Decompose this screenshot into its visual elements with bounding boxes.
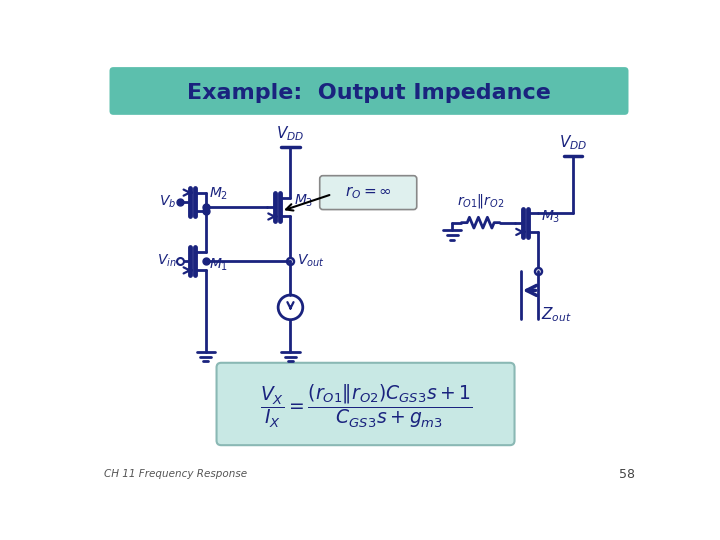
Text: $M_2$: $M_2$ [209,186,228,202]
Text: CH 11 Frequency Response: CH 11 Frequency Response [104,469,247,480]
Text: $\dfrac{V_X}{I_X} = \dfrac{(r_{O1} \| r_{O2})C_{GS3}s + 1}{C_{GS3}s + g_{m3}}$: $\dfrac{V_X}{I_X} = \dfrac{(r_{O1} \| r_… [259,382,472,430]
Text: Example:  Output Impedance: Example: Output Impedance [187,83,551,103]
FancyBboxPatch shape [320,176,417,210]
Text: $V_{in}$: $V_{in}$ [157,253,176,269]
Text: $M_3$: $M_3$ [541,208,561,225]
Text: $M_3$: $M_3$ [294,193,314,210]
Text: $r_O = \infty$: $r_O = \infty$ [345,184,392,201]
Text: 58: 58 [618,468,634,481]
Text: $V_b$: $V_b$ [159,194,176,210]
FancyBboxPatch shape [217,363,515,445]
Text: $V_{DD}$: $V_{DD}$ [276,125,305,143]
Text: $V_{out}$: $V_{out}$ [297,253,324,269]
Text: $V_{DD}$: $V_{DD}$ [559,133,588,152]
FancyBboxPatch shape [109,67,629,115]
Text: $r_{O1} \| r_{O2}$: $r_{O1} \| r_{O2}$ [457,192,505,211]
Text: $Z_{out}$: $Z_{out}$ [541,306,572,325]
Text: $M_1$: $M_1$ [209,257,228,273]
